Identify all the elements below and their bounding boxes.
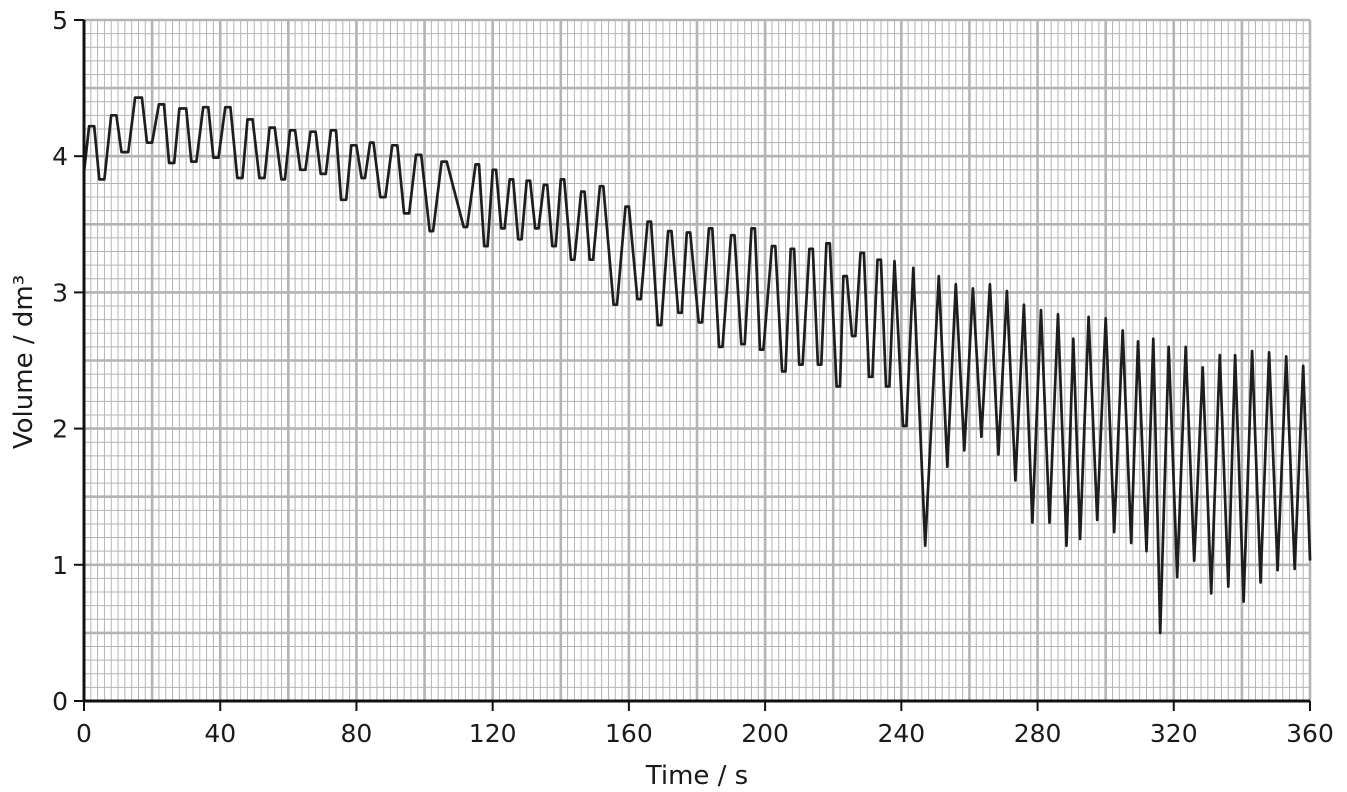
x-tick-label: 40 [204,719,236,748]
x-axis-title: Time / s [645,761,748,791]
y-axis-ticks: 0 1 2 3 4 5 [52,6,84,716]
x-tick-label: 360 [1286,719,1334,748]
y-tick-label: 4 [52,142,68,171]
y-tick-label: 3 [52,278,68,307]
x-tick-label: 320 [1150,719,1198,748]
major-grid [82,18,1312,703]
x-axis-ticks: 0 40 80 120 160 200 240 280 320 360 [76,701,1334,748]
y-tick-label: 0 [52,687,68,716]
y-tick-label: 2 [52,415,68,444]
y-tick-label: 1 [52,551,68,580]
x-tick-label: 200 [741,719,789,748]
x-tick-label: 280 [1014,719,1062,748]
x-tick-label: 0 [76,719,92,748]
x-tick-label: 80 [341,719,373,748]
x-tick-label: 240 [877,719,925,748]
x-tick-label: 160 [605,719,653,748]
y-axis-title: Volume / dm³ [9,275,39,449]
y-tick-label: 5 [52,6,68,35]
x-tick-label: 120 [469,719,517,748]
volume-series-line [82,96,1312,635]
